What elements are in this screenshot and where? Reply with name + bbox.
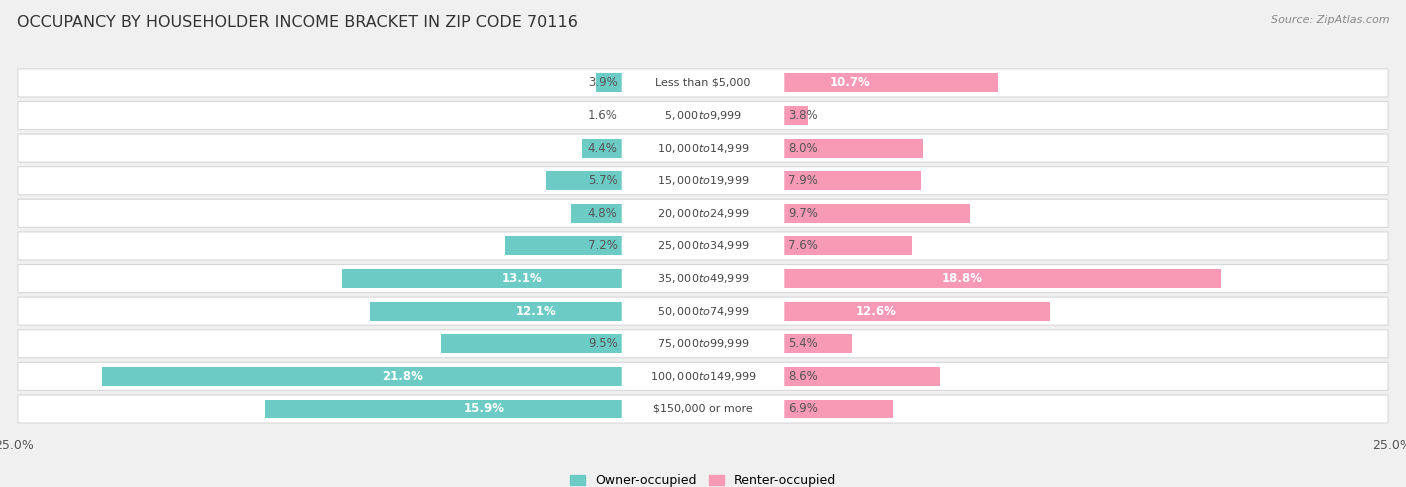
Text: Less than $5,000: Less than $5,000 bbox=[655, 78, 751, 88]
Text: 8.0%: 8.0% bbox=[789, 142, 818, 154]
Bar bbox=[659, 106, 703, 125]
Text: $25,000 to $34,999: $25,000 to $34,999 bbox=[657, 240, 749, 252]
Text: 7.9%: 7.9% bbox=[789, 174, 818, 187]
FancyBboxPatch shape bbox=[621, 70, 785, 96]
FancyBboxPatch shape bbox=[18, 395, 1388, 423]
FancyBboxPatch shape bbox=[621, 298, 785, 324]
Bar bbox=[505, 237, 703, 255]
Text: 7.2%: 7.2% bbox=[588, 240, 617, 252]
Bar bbox=[703, 139, 924, 158]
Text: $20,000 to $24,999: $20,000 to $24,999 bbox=[657, 207, 749, 220]
FancyBboxPatch shape bbox=[18, 264, 1388, 293]
Text: 12.6%: 12.6% bbox=[856, 305, 897, 318]
Bar bbox=[596, 74, 703, 93]
FancyBboxPatch shape bbox=[18, 232, 1388, 260]
FancyBboxPatch shape bbox=[621, 135, 785, 161]
FancyBboxPatch shape bbox=[621, 265, 785, 292]
Bar bbox=[703, 171, 921, 190]
Bar bbox=[571, 204, 703, 223]
Bar bbox=[703, 301, 1050, 320]
Bar bbox=[370, 301, 703, 320]
FancyBboxPatch shape bbox=[621, 363, 785, 389]
Text: $5,000 to $9,999: $5,000 to $9,999 bbox=[664, 109, 742, 122]
Bar bbox=[703, 237, 912, 255]
Bar bbox=[703, 269, 1220, 288]
Text: $15,000 to $19,999: $15,000 to $19,999 bbox=[657, 174, 749, 187]
FancyBboxPatch shape bbox=[18, 297, 1388, 325]
Bar bbox=[441, 334, 703, 353]
Text: 8.6%: 8.6% bbox=[789, 370, 818, 383]
FancyBboxPatch shape bbox=[18, 330, 1388, 358]
Text: 21.8%: 21.8% bbox=[382, 370, 423, 383]
Text: $35,000 to $49,999: $35,000 to $49,999 bbox=[657, 272, 749, 285]
Text: $10,000 to $14,999: $10,000 to $14,999 bbox=[657, 142, 749, 154]
Text: 1.6%: 1.6% bbox=[588, 109, 617, 122]
Text: $100,000 to $149,999: $100,000 to $149,999 bbox=[650, 370, 756, 383]
Text: OCCUPANCY BY HOUSEHOLDER INCOME BRACKET IN ZIP CODE 70116: OCCUPANCY BY HOUSEHOLDER INCOME BRACKET … bbox=[17, 15, 578, 30]
FancyBboxPatch shape bbox=[18, 167, 1388, 195]
FancyBboxPatch shape bbox=[18, 69, 1388, 97]
FancyBboxPatch shape bbox=[18, 134, 1388, 162]
FancyBboxPatch shape bbox=[621, 103, 785, 129]
Bar bbox=[703, 74, 998, 93]
Text: 3.8%: 3.8% bbox=[789, 109, 818, 122]
Text: 12.1%: 12.1% bbox=[516, 305, 557, 318]
Bar bbox=[342, 269, 703, 288]
Legend: Owner-occupied, Renter-occupied: Owner-occupied, Renter-occupied bbox=[569, 474, 837, 487]
Text: 3.9%: 3.9% bbox=[588, 76, 617, 90]
FancyBboxPatch shape bbox=[621, 168, 785, 194]
Text: $75,000 to $99,999: $75,000 to $99,999 bbox=[657, 337, 749, 350]
Text: 15.9%: 15.9% bbox=[464, 402, 505, 415]
Text: Source: ZipAtlas.com: Source: ZipAtlas.com bbox=[1271, 15, 1389, 25]
Bar bbox=[703, 399, 893, 418]
Text: 4.8%: 4.8% bbox=[588, 207, 617, 220]
Bar bbox=[582, 139, 703, 158]
Bar bbox=[103, 367, 703, 386]
Text: $150,000 or more: $150,000 or more bbox=[654, 404, 752, 414]
FancyBboxPatch shape bbox=[621, 200, 785, 226]
FancyBboxPatch shape bbox=[621, 331, 785, 356]
FancyBboxPatch shape bbox=[18, 362, 1388, 391]
Bar bbox=[703, 204, 970, 223]
Text: $50,000 to $74,999: $50,000 to $74,999 bbox=[657, 305, 749, 318]
Text: 9.7%: 9.7% bbox=[789, 207, 818, 220]
Bar bbox=[703, 334, 852, 353]
FancyBboxPatch shape bbox=[621, 396, 785, 422]
Text: 6.9%: 6.9% bbox=[789, 402, 818, 415]
Text: 10.7%: 10.7% bbox=[830, 76, 870, 90]
Text: 18.8%: 18.8% bbox=[942, 272, 983, 285]
Text: 5.7%: 5.7% bbox=[588, 174, 617, 187]
Text: 5.4%: 5.4% bbox=[789, 337, 818, 350]
Bar bbox=[703, 367, 941, 386]
Text: 4.4%: 4.4% bbox=[588, 142, 617, 154]
Bar bbox=[703, 106, 807, 125]
Text: 13.1%: 13.1% bbox=[502, 272, 543, 285]
FancyBboxPatch shape bbox=[18, 101, 1388, 130]
Bar bbox=[264, 399, 703, 418]
Text: 9.5%: 9.5% bbox=[588, 337, 617, 350]
Text: 7.6%: 7.6% bbox=[789, 240, 818, 252]
Bar bbox=[546, 171, 703, 190]
FancyBboxPatch shape bbox=[18, 199, 1388, 227]
FancyBboxPatch shape bbox=[621, 233, 785, 259]
